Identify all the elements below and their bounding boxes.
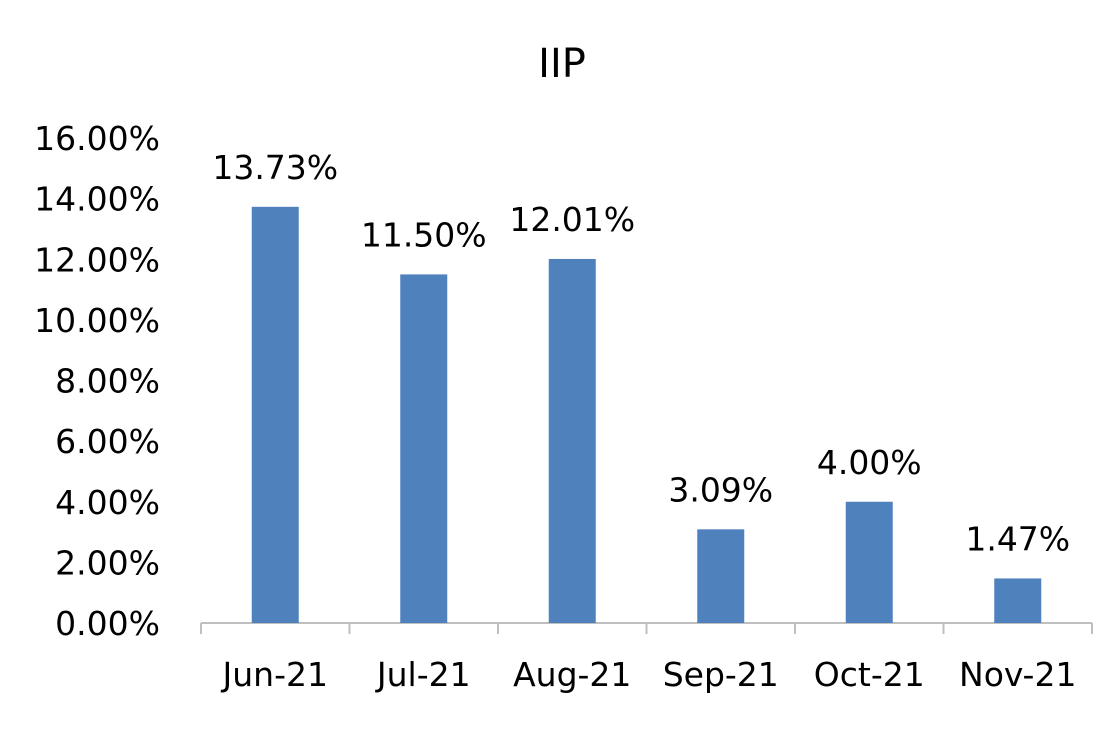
y-tick-label: 8.00% [55,362,160,401]
bar [548,258,596,623]
bar [697,529,745,623]
x-tick-label: Jun-21 [221,655,328,694]
bars [251,206,1042,623]
y-tick-label: 2.00% [55,543,160,582]
data-label: 13.73% [212,148,338,187]
y-tick-label: 10.00% [34,301,160,340]
data-labels: 13.73% 11.50% 12.01% 3.09% 4.00% 1.47% [212,148,1070,559]
data-label: 3.09% [668,470,773,509]
x-tick-label: Nov-21 [959,655,1076,694]
x-axis: Jun-21 Jul-21 Aug-21 Sep-21 Oct-21 Nov-21 [200,622,1093,694]
y-tick-label: 6.00% [55,422,160,461]
data-label: 4.00% [817,443,922,482]
bar [251,206,299,623]
y-tick-label: 0.00% [55,604,160,643]
x-tick-label: Oct-21 [814,655,925,694]
bar [845,501,893,623]
x-tick-label: Aug-21 [513,655,631,694]
bar [400,274,448,623]
x-tick-label: Sep-21 [663,655,779,694]
y-tick-label: 16.00% [34,119,160,158]
y-tick-label: 4.00% [55,483,160,522]
chart-title: IIP [538,41,586,87]
y-tick-label: 14.00% [34,180,160,219]
x-tick-label: Jul-21 [375,655,471,694]
data-label: 12.01% [509,200,635,239]
y-tick-label: 12.00% [34,240,160,279]
data-label: 1.47% [965,519,1070,558]
data-label: 11.50% [361,215,487,254]
bar [994,578,1042,623]
y-axis: 0.00% 2.00% 4.00% 6.00% 8.00% 10.00% 12.00% 14.… [34,119,160,643]
